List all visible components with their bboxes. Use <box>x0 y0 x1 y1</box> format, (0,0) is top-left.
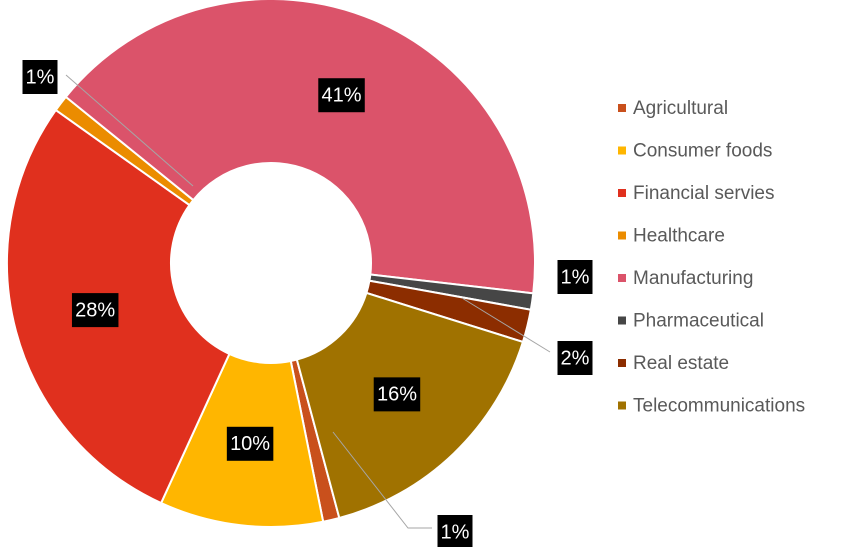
legend-marker <box>618 359 626 367</box>
legend-label: Real estate <box>633 353 729 374</box>
legend-label: Financial servies <box>633 183 775 204</box>
data-label: 1% <box>561 266 590 288</box>
data-label: 28% <box>75 299 115 321</box>
slice <box>64 0 536 295</box>
legend-label: Telecommunications <box>633 396 805 417</box>
legend-marker <box>618 401 626 410</box>
legend-marker <box>618 104 626 112</box>
data-label: 1% <box>26 66 55 88</box>
legend-label: Healthcare <box>633 226 725 247</box>
legend-label: Agricultural <box>633 98 728 119</box>
legend-marker <box>618 231 626 240</box>
data-label-box <box>557 341 593 375</box>
legend-label: Manufacturing <box>633 268 753 289</box>
legend-marker <box>618 274 626 282</box>
leader-line <box>65 74 194 187</box>
data-label-box <box>318 78 365 113</box>
legend-marker <box>618 189 626 197</box>
data-label-box <box>22 60 58 94</box>
data-label: 1% <box>441 521 470 543</box>
data-label: 2% <box>561 347 590 369</box>
legend-marker <box>618 146 626 155</box>
legend-label: Consumer foods <box>633 141 772 162</box>
data-label-box <box>437 515 473 547</box>
data-label-box <box>373 377 421 412</box>
data-label: 10% <box>230 433 270 455</box>
data-label: 41% <box>322 85 362 107</box>
leader-line <box>461 297 551 353</box>
legend-marker <box>618 316 626 325</box>
data-label: 16% <box>377 384 417 406</box>
legend-label: Pharmaceutical <box>633 311 764 332</box>
leader-line <box>332 431 432 529</box>
data-label-box <box>557 260 593 294</box>
data-label-box <box>71 293 119 328</box>
data-label-box <box>226 426 274 461</box>
